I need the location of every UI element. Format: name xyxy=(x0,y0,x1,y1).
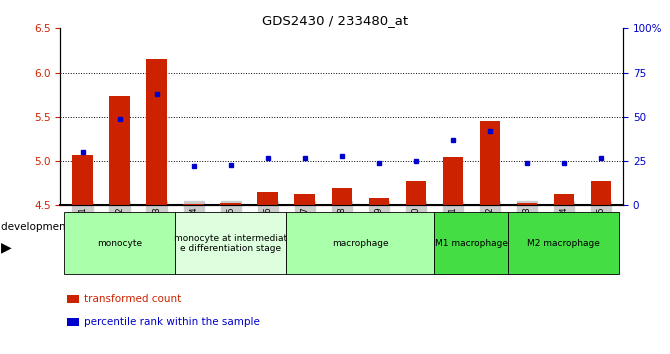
Bar xyxy=(257,192,278,205)
Bar xyxy=(220,202,241,205)
Bar xyxy=(517,202,537,205)
Bar xyxy=(109,96,130,205)
Bar xyxy=(480,121,500,205)
Text: development stage: development stage xyxy=(1,222,102,233)
Bar xyxy=(72,155,92,205)
Text: transformed count: transformed count xyxy=(84,294,181,304)
Bar xyxy=(295,194,315,205)
Text: percentile rank within the sample: percentile rank within the sample xyxy=(84,317,260,327)
Text: monocyte at intermediat
e differentiation stage: monocyte at intermediat e differentiatio… xyxy=(174,234,287,253)
Text: macrophage: macrophage xyxy=(332,239,389,248)
Text: M2 macrophage: M2 macrophage xyxy=(527,239,600,248)
Bar xyxy=(184,204,204,205)
Bar xyxy=(369,198,389,205)
Bar xyxy=(146,59,167,205)
Bar xyxy=(553,194,574,205)
Bar xyxy=(332,188,352,205)
Bar xyxy=(591,181,611,205)
Bar xyxy=(443,157,463,205)
Text: M1 macrophage: M1 macrophage xyxy=(435,239,508,248)
Bar xyxy=(405,181,426,205)
Text: monocyte: monocyte xyxy=(97,239,142,248)
Text: ▶: ▶ xyxy=(1,240,11,254)
Text: GDS2430 / 233480_at: GDS2430 / 233480_at xyxy=(262,14,408,27)
